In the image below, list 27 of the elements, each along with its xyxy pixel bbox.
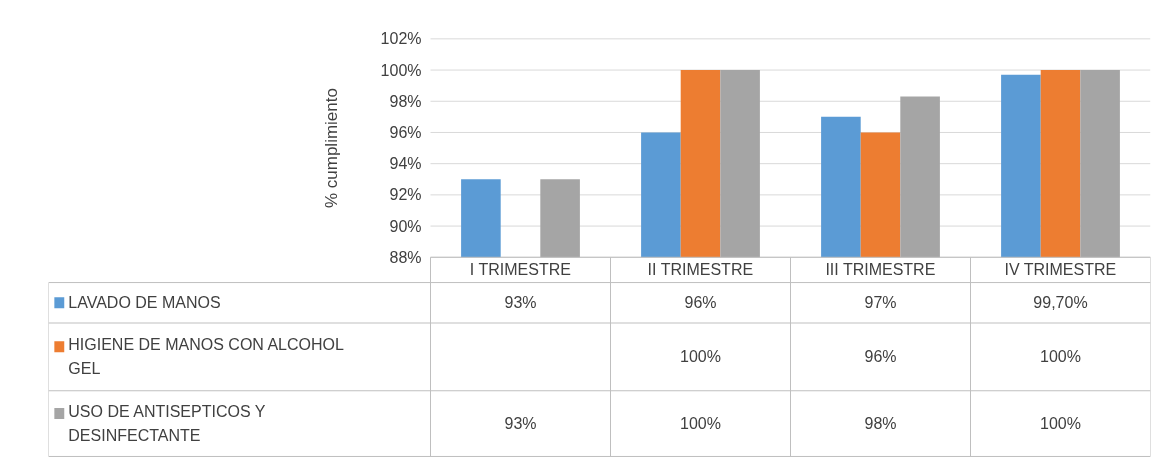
data-label: 93%: [504, 415, 537, 433]
y-tick-label: 92%: [389, 186, 422, 204]
data-label: 100%: [1040, 348, 1081, 366]
data-label: 97%: [864, 294, 897, 312]
x-tick-label: IV TRIMESTRE: [1004, 261, 1117, 279]
data-label: 100%: [680, 348, 721, 366]
y-tick-label: 98%: [389, 92, 422, 110]
data-label: 100%: [1040, 415, 1081, 433]
data-label: 100%: [680, 415, 721, 433]
y-axis-title: % cumplimiento: [322, 88, 341, 209]
y-tick-label: 94%: [389, 155, 422, 173]
data-label: 96%: [864, 348, 897, 366]
legend-label: LAVADO DE MANOS: [68, 294, 221, 312]
x-tick-label: III TRIMESTRE: [825, 261, 936, 279]
y-tick-label: 96%: [389, 123, 422, 141]
data-label: 98%: [864, 415, 897, 433]
y-tick-label: 102%: [380, 30, 422, 48]
legend-label: HIGIENE DE MANOS CON ALCOHOL GEL: [68, 336, 345, 378]
y-tick-label: 90%: [389, 217, 422, 235]
data-label: 93%: [504, 294, 537, 312]
data-label: 96%: [684, 294, 717, 312]
y-tick-label: 100%: [380, 61, 422, 79]
x-tick-label: II TRIMESTRE: [647, 261, 754, 279]
x-tick-label: I TRIMESTRE: [469, 261, 571, 279]
legend-label: USO DE ANTISEPTICOS Y DESINFECTANTE: [68, 403, 266, 445]
y-tick-label: 88%: [389, 248, 422, 266]
data-label: 99,70%: [1033, 294, 1088, 312]
